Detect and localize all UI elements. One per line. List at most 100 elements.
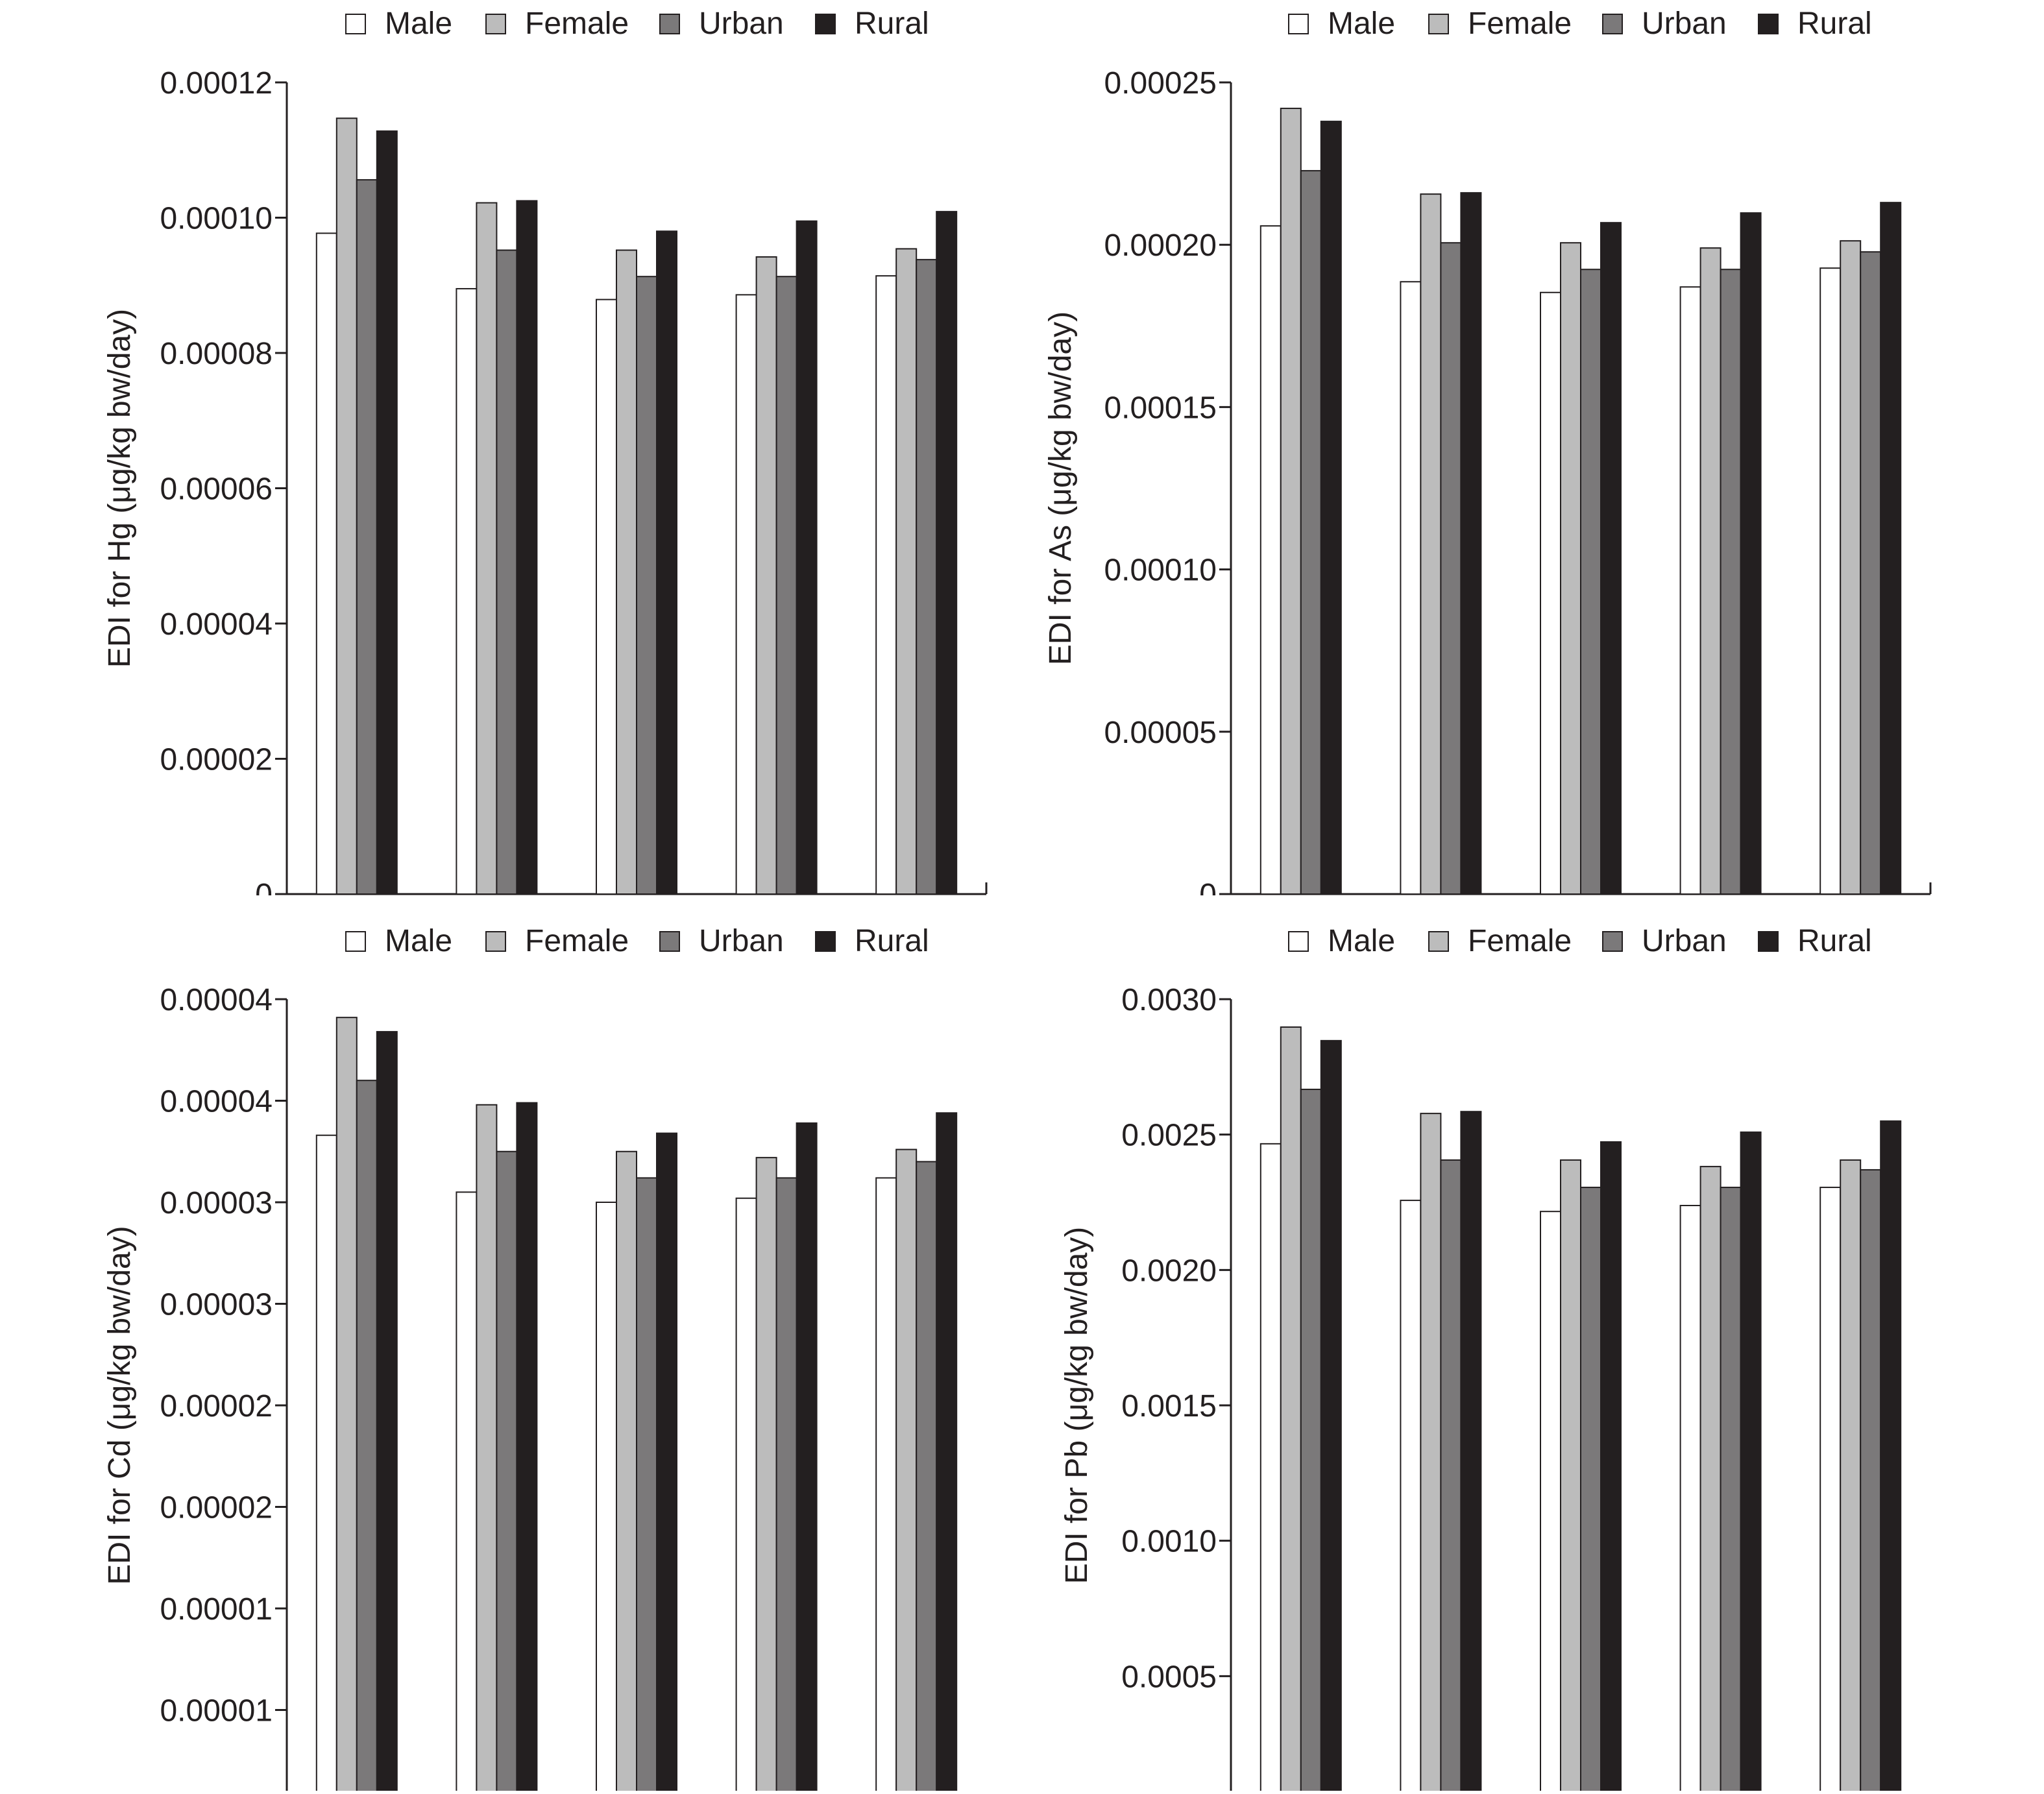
legend-label-rural: Rural [1797,6,1872,41]
bar-rural-55-64 [1880,1120,1902,1794]
bar-rural-45-54 [796,220,818,895]
chart-panel-cd: MaleFemaleUrbanRural00.000010.000010.000… [0,895,1022,1794]
bar-urban-35-44 [636,1177,657,1794]
legend-swatch-urban [1602,931,1623,952]
legend-label-male: Male [385,924,452,958]
bar-group-15-24 [1259,108,1342,895]
legend-swatch-female [1428,931,1449,952]
bar-urban-45-54 [775,1177,797,1794]
y-tick-label: 0.00002 [160,1491,273,1525]
bar-group-35-44 [1540,222,1622,895]
bar-female-25-34 [1420,1113,1442,1794]
bar-female-35-44 [1560,242,1581,895]
y-tick-label: 0.00020 [1104,228,1217,263]
chart-cd: MaleFemaleUrbanRural00.000010.000010.000… [103,924,958,1794]
legend-label-female: Female [525,924,629,958]
y-tick-label: 0.00006 [160,472,273,507]
bar-rural-15-24 [376,1031,398,1794]
legend-label-female: Female [1468,6,1572,41]
bar-urban-55-64 [916,259,938,895]
bar-rural-35-44 [1600,222,1622,895]
bar-group-45-54 [735,220,818,895]
bar-female-35-44 [1560,1159,1581,1794]
legend-swatch-male [1288,14,1309,34]
legend-label-urban: Urban [699,6,784,41]
legend-label-male: Male [385,6,452,41]
bar-group-45-54 [735,1122,818,1794]
y-tick-label: 0.00012 [160,66,273,101]
bar-rural-45-54 [796,1122,818,1794]
y-tick-label: 0.00003 [160,1288,273,1322]
bar-female-15-24 [1280,1026,1302,1794]
legend-swatch-female [485,931,506,952]
y-tick-label: 0.00004 [160,1085,273,1119]
bar-male-55-64 [875,275,897,895]
bar-male-35-44 [1540,1211,1561,1794]
legend-swatch-female [1428,14,1449,34]
bar-female-15-24 [335,117,358,895]
legend-label-rural: Rural [855,6,929,41]
bar-group-55-64 [875,211,958,895]
y-tick-label: 0.0015 [1121,1389,1217,1424]
bar-urban-55-64 [1860,251,1882,895]
chart-panel-pb: MaleFemaleUrbanRural00.00050.00100.00150… [1022,895,2044,1794]
bar-male-25-34 [456,1191,478,1794]
bar-female-45-54 [1699,1165,1722,1794]
bar-rural-55-64 [1880,202,1902,895]
bar-urban-55-64 [1860,1169,1882,1794]
legend-swatch-rural [815,14,836,34]
bar-male-25-34 [456,287,478,895]
bar-group-25-34 [1400,1111,1482,1794]
y-axis-label: EDI for As (μg/kg bw/day) [1043,311,1078,665]
bar-female-45-54 [755,1157,777,1794]
legend-label-urban: Urban [1642,6,1727,41]
legend-swatch-urban [659,14,680,34]
bar-rural-35-44 [656,1132,677,1794]
y-tick-label: 0 [255,878,273,895]
chart-panel-as: Male Female Urban Rural 0 0.00005 0.00010 0.000… [1022,0,2044,984]
bar-male-25-34 [1400,281,1422,895]
bar-urban-25-34 [1440,242,1462,895]
bar-male-55-64 [1819,267,1842,895]
bar-male-25-34 [1400,1200,1422,1794]
bar-rural-35-44 [1600,1141,1622,1794]
bar-urban-25-34 [1440,1159,1462,1794]
bar-male-15-24 [315,1134,337,1794]
y-tick-label: 0 [1199,878,1217,895]
bar-group-55-64 [1819,1120,1902,1794]
bar-female-25-34 [476,1104,498,1794]
y-axis-label: EDI for Cd (μg/kg bw/day) [103,1226,137,1584]
y-tick-label: 0.0020 [1121,1254,1217,1288]
legend: Male Female Urban Rural [1288,924,1872,958]
bar-female-45-54 [755,256,777,895]
bar-rural-15-24 [376,130,398,895]
y-tick-label: 0.0025 [1121,1119,1217,1153]
bar-urban-15-24 [1300,170,1322,895]
bar-rural-15-24 [1320,121,1342,895]
bar-group-55-64 [875,1112,958,1794]
bar-male-15-24 [1259,225,1282,895]
chart-as: Male Female Urban Rural 0 0.00005 0.00010 0.000… [1043,6,1932,984]
y-tick-label: 0.00004 [160,607,273,642]
bar-rural-25-34 [1460,192,1482,895]
legend-swatch-male [345,931,366,952]
bar-male-35-44 [1540,291,1561,895]
bar-rural-25-34 [516,200,538,895]
y-tick-label: 0.0030 [1121,983,1217,1017]
legend: Male Female Urban Rural [1288,6,1872,41]
bar-urban-25-34 [496,1150,518,1794]
chart-pb: MaleFemaleUrbanRural00.00050.00100.00150… [1060,924,1902,1794]
bar-urban-35-44 [1580,1187,1601,1794]
y-axis-label: EDI for Pb (μg/kg bw/day) [1060,1227,1094,1584]
legend-swatch-female [485,14,506,34]
bar-male-15-24 [1259,1143,1282,1794]
bar-male-15-24 [315,232,337,895]
y-tick-label: 0.00002 [160,1389,273,1424]
bar-group-15-24 [1259,1026,1342,1794]
bar-rural-45-54 [1740,1131,1762,1794]
bar-female-25-34 [476,202,498,895]
y-tick-label: 0.00008 [160,337,273,371]
bar-female-55-64 [895,248,918,895]
bar-urban-55-64 [916,1161,938,1794]
chart-hg: Male Female Urban Rural 0 0.00002 0.00004 0.000… [103,6,988,984]
